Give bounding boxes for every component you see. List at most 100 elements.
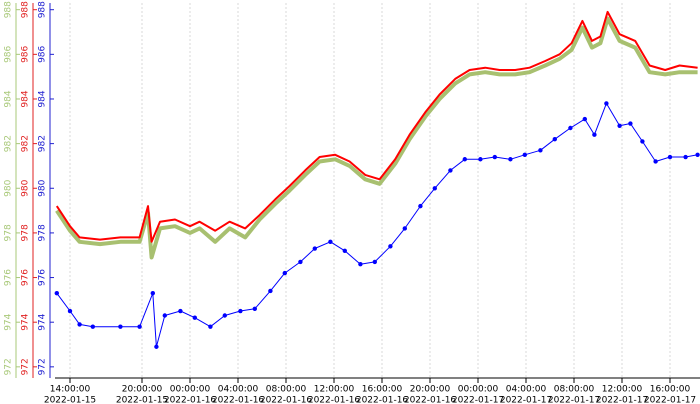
y-tick-label: 972 (21, 358, 31, 375)
marker (582, 116, 587, 122)
y-tick-label: 988 (21, 1, 31, 18)
x-tick-label: 16:00:00 (362, 385, 403, 395)
marker (617, 123, 622, 128)
marker (522, 152, 527, 157)
marker (328, 239, 333, 245)
x-tick-date: 2022-01-15 (116, 396, 168, 404)
marker (90, 324, 96, 329)
y-tick-label: 984 (21, 90, 31, 107)
y-tick-label: 982 (38, 135, 48, 152)
y-tick-label: 982 (21, 135, 31, 152)
y-tick-label: 988 (4, 1, 14, 18)
marker (508, 157, 513, 162)
x-tick-date: 2022-01-17 (548, 396, 600, 404)
series-line (56, 102, 698, 348)
marker (67, 308, 73, 314)
marker (222, 313, 227, 318)
series-line (55, 16, 698, 260)
x-tick-date: 2022-01-16 (212, 396, 265, 404)
marker (208, 324, 213, 329)
x-tick-date: 2022-01-17 (596, 396, 648, 404)
x-tick-label: 12:00:00 (602, 385, 643, 395)
marker (77, 322, 82, 327)
x-tick-label: 04:00:00 (218, 385, 259, 395)
y-tick-label: 978 (21, 224, 31, 241)
y-tick-label: 978 (38, 224, 48, 241)
x-tick-label: 12:00:00 (314, 385, 355, 395)
marker (640, 139, 645, 144)
y-tick-label: 976 (38, 269, 48, 286)
y-tick-label: 986 (4, 45, 14, 62)
marker (448, 168, 453, 173)
marker (538, 148, 543, 153)
marker (402, 226, 407, 231)
y-tick-label: 980 (38, 179, 48, 196)
x-tick-date: 2022-01-16 (308, 396, 361, 404)
marker (298, 259, 303, 265)
marker (492, 154, 497, 160)
y-tick-label: 978 (4, 224, 14, 241)
marker (118, 324, 123, 329)
marker (282, 270, 287, 276)
marker (192, 315, 197, 320)
x-tick-label: 14:00:00 (50, 385, 91, 395)
marker (683, 154, 688, 160)
marker (268, 288, 273, 294)
y-tick-label: 984 (38, 90, 48, 107)
y-tick-label: 972 (4, 358, 14, 375)
marker (653, 159, 658, 164)
y-tick-label: 976 (4, 269, 14, 286)
marker (54, 290, 59, 296)
y-tick-label: 974 (38, 313, 48, 330)
marker (178, 308, 183, 314)
marker (154, 344, 159, 349)
y-tick-label: 984 (4, 90, 14, 107)
x-tick-label: 20:00:00 (410, 385, 451, 395)
y-tick-label: 972 (38, 358, 48, 375)
marker (137, 324, 142, 329)
y-tick-label: 982 (4, 135, 14, 152)
marker (312, 246, 317, 251)
marker (238, 308, 243, 314)
y-tick-label: 988 (38, 1, 48, 18)
marker (150, 290, 155, 296)
marker (695, 152, 700, 157)
marker (432, 186, 437, 191)
marker (418, 203, 423, 209)
y-tick-label: 986 (21, 45, 31, 62)
x-tick-label: 16:00:00 (650, 385, 691, 395)
y-tick-label: 976 (21, 269, 31, 286)
y-tick-label: 974 (4, 313, 14, 330)
marker (552, 136, 557, 142)
marker (604, 101, 609, 106)
x-tick-label: 08:00:00 (266, 385, 307, 395)
marker (628, 121, 633, 126)
x-tick-date: 2022-01-17 (500, 396, 552, 404)
x-tick-date: 2022-01-16 (164, 396, 217, 404)
x-tick-date: 2022-01-15 (44, 396, 96, 404)
x-tick-date: 2022-01-16 (260, 396, 313, 404)
x-tick-label: 08:00:00 (554, 385, 595, 395)
marker (478, 157, 483, 162)
x-tick-date: 2022-01-17 (644, 396, 696, 404)
marker (592, 132, 597, 137)
y-tick-label: 980 (21, 179, 31, 196)
x-tick-label: 20:00:00 (122, 385, 163, 395)
marker (568, 125, 573, 131)
x-tick-label: 00:00:00 (170, 385, 211, 395)
y-tick-label: 974 (21, 313, 31, 330)
marker (388, 244, 393, 249)
marker (252, 306, 257, 312)
y-tick-label: 980 (4, 179, 14, 196)
x-tick-label: 04:00:00 (506, 385, 547, 395)
marker (462, 157, 467, 162)
marker (372, 259, 377, 265)
marker (162, 313, 167, 318)
marker (358, 261, 363, 267)
x-tick-date: 2022-01-16 (404, 396, 457, 404)
marker (342, 248, 347, 253)
series-line (55, 10, 698, 243)
y-tick-label: 986 (38, 45, 48, 62)
marker (667, 154, 673, 160)
